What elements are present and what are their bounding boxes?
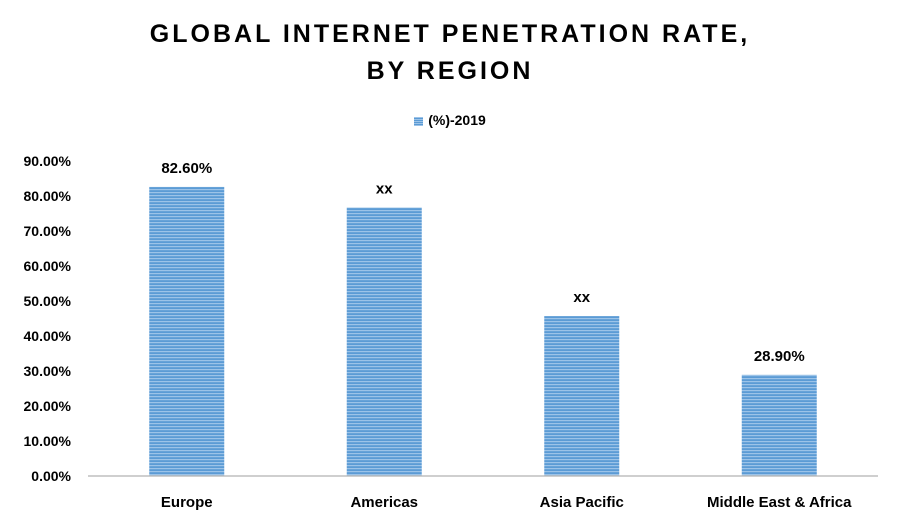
y-tick-label: 50.00% <box>24 293 72 309</box>
y-tick-label: 90.00% <box>24 153 72 169</box>
y-tick-label: 30.00% <box>24 363 72 379</box>
data-label: xx <box>376 181 393 198</box>
y-tick-label: 80.00% <box>24 188 72 204</box>
y-tick-label: 40.00% <box>24 328 72 344</box>
chart-title-line-1: GLOBAL INTERNET PENETRATION RATE, <box>149 20 751 48</box>
y-tick-label: 60.00% <box>24 258 72 274</box>
data-label: xx <box>573 289 590 306</box>
data-label: 28.90% <box>754 348 805 365</box>
bar <box>544 316 620 476</box>
y-tick-label: 0.00% <box>31 468 71 484</box>
y-tick-label: 10.00% <box>24 433 72 449</box>
legend-label: (%)-2019 <box>428 112 486 128</box>
chart-title-line-2: BY REGION <box>366 57 534 85</box>
x-tick-label: Asia Pacific <box>540 494 624 511</box>
legend-swatch <box>414 117 424 126</box>
bar <box>346 207 422 477</box>
x-tick-label: Americas <box>350 494 418 511</box>
y-tick-label: 20.00% <box>24 398 72 414</box>
bar <box>741 374 817 476</box>
y-tick-label: 70.00% <box>24 223 72 239</box>
data-label: 82.60% <box>161 160 212 177</box>
legend: (%)-2019 <box>0 112 900 128</box>
x-tick-label: Middle East & Africa <box>707 494 852 511</box>
bar <box>149 186 225 476</box>
x-tick-label: Europe <box>161 494 213 511</box>
